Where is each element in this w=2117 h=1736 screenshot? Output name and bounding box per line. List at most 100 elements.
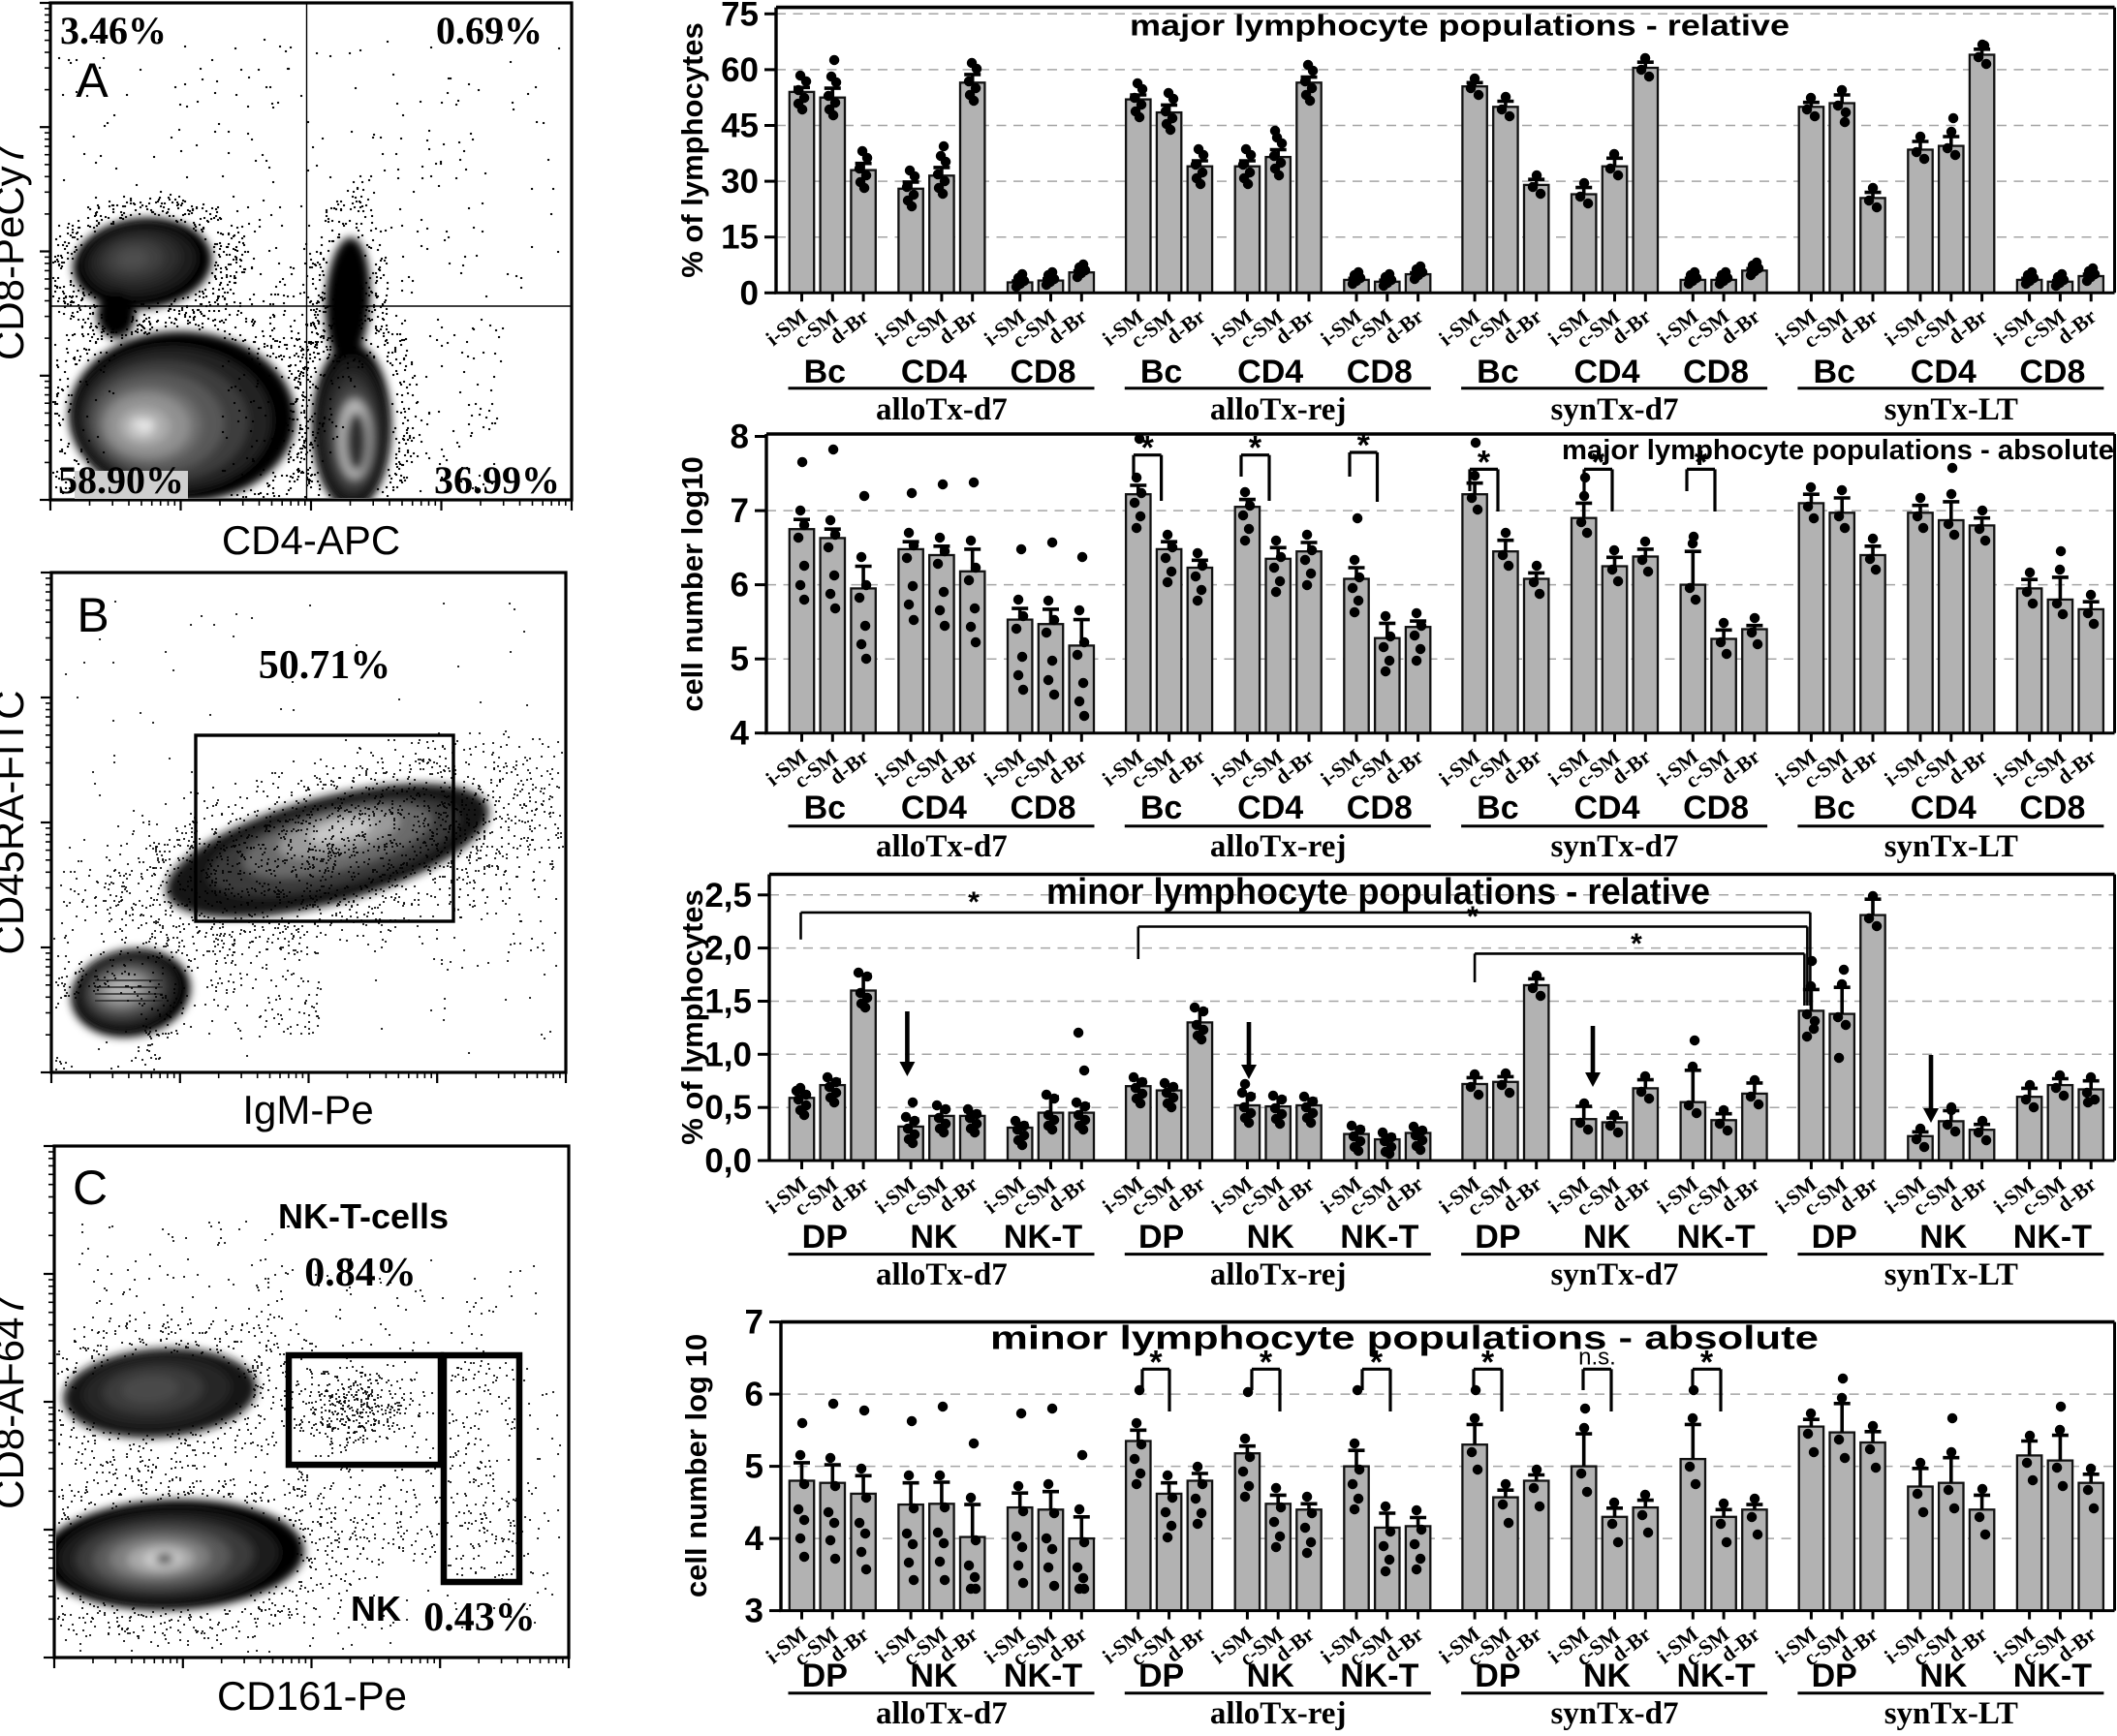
svg-text:CD8: CD8 <box>1010 354 1075 390</box>
svg-text:2,0: 2,0 <box>704 930 752 968</box>
svg-text:3: 3 <box>745 1593 763 1630</box>
svg-text:synTx-d7: synTx-d7 <box>1550 1257 1678 1292</box>
svg-text:NK: NK <box>910 1658 958 1694</box>
svg-text:*: * <box>1481 1344 1495 1380</box>
svg-text:NK-T: NK-T <box>1676 1219 1755 1256</box>
svg-text:*: * <box>1592 444 1605 480</box>
svg-text:C: C <box>73 1161 108 1215</box>
svg-text:*: * <box>1249 430 1262 467</box>
svg-text:n.s.: n.s. <box>1578 1344 1616 1370</box>
svg-text:*: * <box>1700 1344 1714 1380</box>
svg-text:Bc: Bc <box>804 354 846 390</box>
svg-text:DP: DP <box>1475 1658 1520 1694</box>
svg-text:CD8: CD8 <box>2019 354 2085 390</box>
svg-text:NK: NK <box>1583 1219 1632 1256</box>
svg-text:*: * <box>968 886 980 918</box>
svg-text:minor lymphocyte populations -: minor lymphocyte populations - absolute <box>990 1320 1819 1357</box>
svg-text:75: 75 <box>721 0 759 33</box>
svg-text:*: * <box>1357 427 1371 464</box>
svg-text:CD8: CD8 <box>1010 790 1075 826</box>
svg-text:0.69%: 0.69% <box>436 9 543 52</box>
svg-text:*: * <box>1141 430 1155 467</box>
svg-text:alloTx-d7: alloTx-d7 <box>876 829 1008 864</box>
svg-text:Bc: Bc <box>1813 354 1854 390</box>
svg-text:*: * <box>1631 928 1642 960</box>
svg-text:30: 30 <box>721 163 759 201</box>
svg-text:CD8: CD8 <box>1347 354 1413 390</box>
svg-text:50.71%: 50.71% <box>259 643 391 688</box>
svg-text:7: 7 <box>745 1304 763 1342</box>
svg-text:DP: DP <box>1138 1658 1184 1694</box>
svg-text:5: 5 <box>745 1448 763 1486</box>
svg-text:Bc: Bc <box>1140 354 1182 390</box>
svg-text:4: 4 <box>745 1520 764 1558</box>
svg-text:Bc: Bc <box>1813 790 1854 826</box>
svg-text:synTx-LT: synTx-LT <box>1884 1257 2018 1292</box>
svg-text:*: * <box>1149 1344 1163 1380</box>
svg-text:NK-T: NK-T <box>1004 1658 1082 1694</box>
svg-text:DP: DP <box>802 1658 848 1694</box>
svg-text:NK: NK <box>351 1589 401 1628</box>
svg-text:36.99%: 36.99% <box>434 458 560 502</box>
svg-text:NK-T: NK-T <box>2013 1219 2092 1256</box>
svg-text:2,5: 2,5 <box>704 877 752 914</box>
svg-text:NK-T: NK-T <box>1340 1219 1418 1256</box>
svg-text:0.43%: 0.43% <box>423 1596 536 1640</box>
svg-text:CD8-PeCy7: CD8-PeCy7 <box>0 143 32 360</box>
svg-text:*: * <box>1467 901 1479 933</box>
svg-text:synTx-LT: synTx-LT <box>1884 392 2018 427</box>
svg-text:CD4: CD4 <box>901 790 967 826</box>
svg-text:NK: NK <box>1247 1658 1295 1694</box>
svg-text:*: * <box>1260 1344 1273 1380</box>
svg-text:alloTx-d7: alloTx-d7 <box>876 1257 1008 1292</box>
svg-text:DP: DP <box>1475 1219 1520 1256</box>
svg-text:Bc: Bc <box>1477 354 1518 390</box>
svg-text:CD4: CD4 <box>1573 790 1639 826</box>
svg-text:CD4-APC: CD4-APC <box>222 517 400 563</box>
svg-text:CD4: CD4 <box>1237 790 1303 826</box>
svg-text:synTx-d7: synTx-d7 <box>1550 392 1678 427</box>
svg-text:alloTx-rej: alloTx-rej <box>1210 392 1347 427</box>
svg-text:7: 7 <box>731 492 749 530</box>
svg-text:cell number log10: cell number log10 <box>675 456 709 712</box>
svg-text:15: 15 <box>721 219 759 257</box>
svg-text:alloTx-d7: alloTx-d7 <box>876 1696 1008 1731</box>
svg-text:alloTx-rej: alloTx-rej <box>1210 1696 1347 1731</box>
svg-text:1,5: 1,5 <box>704 982 752 1020</box>
svg-text:*: * <box>1695 444 1708 480</box>
svg-text:0,0: 0,0 <box>704 1142 752 1180</box>
svg-text:4: 4 <box>731 715 750 753</box>
svg-text:NK-T: NK-T <box>1676 1658 1755 1694</box>
svg-text:CD4: CD4 <box>1573 354 1639 390</box>
svg-text:DP: DP <box>1812 1219 1857 1256</box>
svg-text:CD8-AF647: CD8-AF647 <box>0 1294 32 1509</box>
svg-text:NK-T: NK-T <box>2013 1658 2092 1694</box>
svg-text:6: 6 <box>745 1376 763 1413</box>
svg-text:synTx-d7: synTx-d7 <box>1550 829 1678 864</box>
svg-text:3.46%: 3.46% <box>60 9 167 52</box>
svg-text:45: 45 <box>721 108 759 145</box>
svg-text:0: 0 <box>740 274 759 312</box>
svg-text:DP: DP <box>1812 1658 1857 1694</box>
svg-text:NK: NK <box>1247 1219 1295 1256</box>
svg-text:0,5: 0,5 <box>704 1089 752 1127</box>
svg-text:0.84%: 0.84% <box>304 1251 417 1295</box>
svg-text:alloTx-rej: alloTx-rej <box>1210 829 1347 864</box>
svg-text:NK: NK <box>1583 1658 1632 1694</box>
svg-text:alloTx-d7: alloTx-d7 <box>876 392 1008 427</box>
svg-text:B: B <box>77 588 109 642</box>
svg-text:6: 6 <box>731 567 749 604</box>
svg-text:DP: DP <box>1138 1219 1184 1256</box>
svg-text:CD4: CD4 <box>1237 354 1303 390</box>
svg-text:5: 5 <box>731 640 749 678</box>
svg-text:% of lymphocytes: % of lymphocytes <box>675 22 709 278</box>
svg-text:60: 60 <box>721 51 759 89</box>
svg-text:major lymphocyte populations -: major lymphocyte populations - relative <box>1130 9 1790 43</box>
svg-text:NK-T: NK-T <box>1340 1658 1418 1694</box>
svg-text:CD8: CD8 <box>1683 790 1749 826</box>
svg-text:CD4: CD4 <box>1911 354 1977 390</box>
svg-text:NK: NK <box>1919 1219 1968 1256</box>
svg-text:*: * <box>1370 1344 1384 1380</box>
svg-text:DP: DP <box>802 1219 848 1256</box>
svg-text:8: 8 <box>731 418 749 456</box>
